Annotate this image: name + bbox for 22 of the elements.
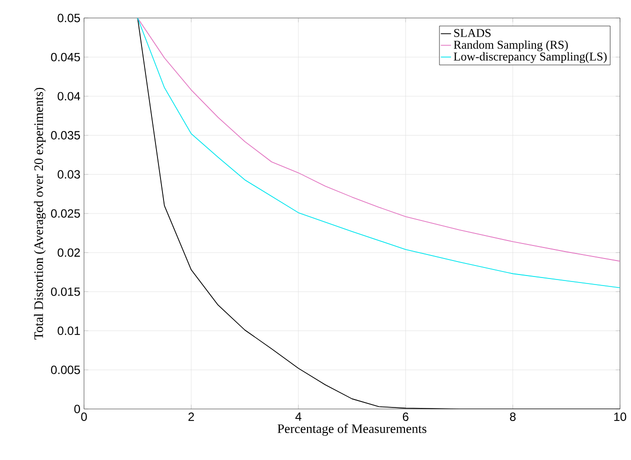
y-tick-label: 0.02 <box>58 248 80 257</box>
x-axis-title: Percentage of Measurements <box>278 424 426 436</box>
legend-label: Random Sampling (RS) <box>454 40 568 52</box>
y-axis-title: Total Distortion (Averaged over 20 experiments) <box>34 88 46 340</box>
y-tick-label: 0.01 <box>58 326 80 336</box>
x-tick-label: 0 <box>81 412 87 421</box>
y-tick-label: 0.025 <box>51 209 80 218</box>
x-tick-label: 6 <box>402 412 408 421</box>
y-tick-label: 0.04 <box>58 92 80 100</box>
x-tick-label: 10 <box>614 412 626 421</box>
y-tick-label: 0.05 <box>58 14 80 22</box>
y-tick-label: 0 <box>74 404 80 414</box>
y-tick-label: 0.005 <box>51 366 80 374</box>
x-tick-label: 4 <box>295 412 302 421</box>
y-tick-label: 0.03 <box>58 170 80 179</box>
y-tick-label: 0.035 <box>51 131 80 140</box>
legend-label: Low-discrepancy Sampling(LS) <box>454 52 607 64</box>
y-tick-label: 0.045 <box>51 52 80 62</box>
x-tick-label: 8 <box>510 412 516 421</box>
x-tick-label: 2 <box>188 412 194 421</box>
legend-label: SLADS <box>454 28 491 38</box>
y-tick-label: 0.015 <box>51 287 80 296</box>
